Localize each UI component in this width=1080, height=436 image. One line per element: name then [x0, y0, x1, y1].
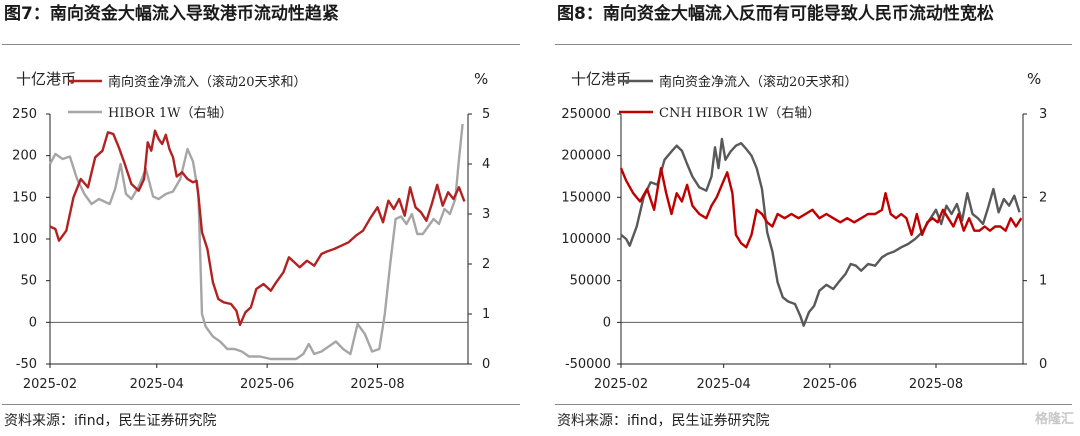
left-tick-label: 100 [12, 232, 37, 247]
left-axis-unit: 十亿港币 [16, 70, 76, 88]
series-line-hibor [619, 167, 1023, 249]
series-line-hibor [48, 123, 464, 361]
x-tick-label: 2025-08 [909, 377, 963, 392]
left-axis-unit: 十亿港币 [571, 70, 631, 88]
figure-8-title: 图8：南向资金大幅流入反而有可能导致人民币流动性宽松 [557, 4, 994, 24]
figure-7-bottom-rule [2, 404, 520, 405]
figure-7-panel: 图7：南向资金大幅流入导致港币流动性趋紧 250 200 150 100 50 0 -50 5… [0, 0, 528, 436]
figure-7-chart: 250 200 150 100 50 0 -50 5 4 3 2 1 0 2025-02 2025-04 20… [12, 70, 490, 392]
right-tick-label: 5 [482, 107, 490, 122]
legend-label: 南向资金净流入（滚动20天求和） [659, 74, 858, 90]
right-axis-unit: % [1027, 70, 1041, 88]
figure-7-source: 资料来源：ifind，民生证券研究院 [4, 413, 217, 429]
figure-8-top-rule [555, 44, 1072, 45]
left-tick-label: 0 [603, 315, 611, 330]
left-tick-label: 200000 [561, 149, 611, 164]
legend-label: 南向资金净流入（滚动20天求和） [108, 74, 307, 90]
left-tick-label: 50 [20, 274, 37, 289]
left-tick-label: 150 [12, 190, 37, 205]
right-tick-label: 3 [1039, 107, 1047, 122]
series-line-flow [620, 137, 1021, 327]
figure-8-chart: 250000 200000 150000 100000 50000 0 -50000 3 2 1 0… [561, 70, 1047, 392]
x-tick-label: 2025-04 [697, 377, 751, 392]
right-tick-label: 4 [482, 157, 490, 172]
watermark-logo: 格隆汇 [1034, 412, 1074, 427]
left-tick-label: 250 [12, 107, 37, 122]
right-tick-label: 0 [482, 357, 490, 372]
right-tick-label: 1 [482, 307, 490, 322]
figure-7-top-rule [2, 44, 520, 45]
figure-8-bottom-rule [555, 404, 1072, 405]
right-tick-label: 0 [1039, 357, 1047, 372]
figure-8-source: 资料来源：ifind，民生证券研究院 [557, 413, 770, 429]
x-tick-label: 2025-02 [23, 377, 77, 392]
legend-label: CNH HIBOR 1W（右轴） [659, 106, 820, 121]
left-tick-label: 150000 [561, 190, 611, 205]
x-tick-label: 2025-06 [240, 377, 294, 392]
right-tick-label: 3 [482, 207, 490, 222]
legend-label: HIBOR 1W（右轴） [108, 106, 232, 121]
series-line-flow [49, 129, 466, 326]
right-tick-label: 1 [1039, 274, 1047, 289]
x-tick-label: 2025-04 [130, 377, 184, 392]
left-tick-label: 200 [12, 149, 37, 164]
x-tick-label: 2025-06 [803, 377, 857, 392]
left-tick-label: 0 [29, 315, 37, 330]
left-tick-label: 50000 [570, 274, 611, 289]
x-tick-label: 2025-02 [594, 377, 648, 392]
figure-8-panel: 图8：南向资金大幅流入反而有可能导致人民币流动性宽松 250000 200000 1… [553, 0, 1080, 436]
right-tick-label: 2 [1039, 190, 1047, 205]
left-tick-label: -50000 [565, 357, 611, 372]
right-tick-label: 2 [482, 257, 490, 272]
right-axis-unit: % [474, 70, 488, 88]
left-tick-label: 250000 [561, 107, 611, 122]
x-tick-label: 2025-08 [350, 377, 404, 392]
left-tick-label: 100000 [561, 232, 611, 247]
figure-7-title: 图7：南向资金大幅流入导致港币流动性趋紧 [4, 4, 339, 24]
left-tick-label: -50 [16, 357, 37, 372]
